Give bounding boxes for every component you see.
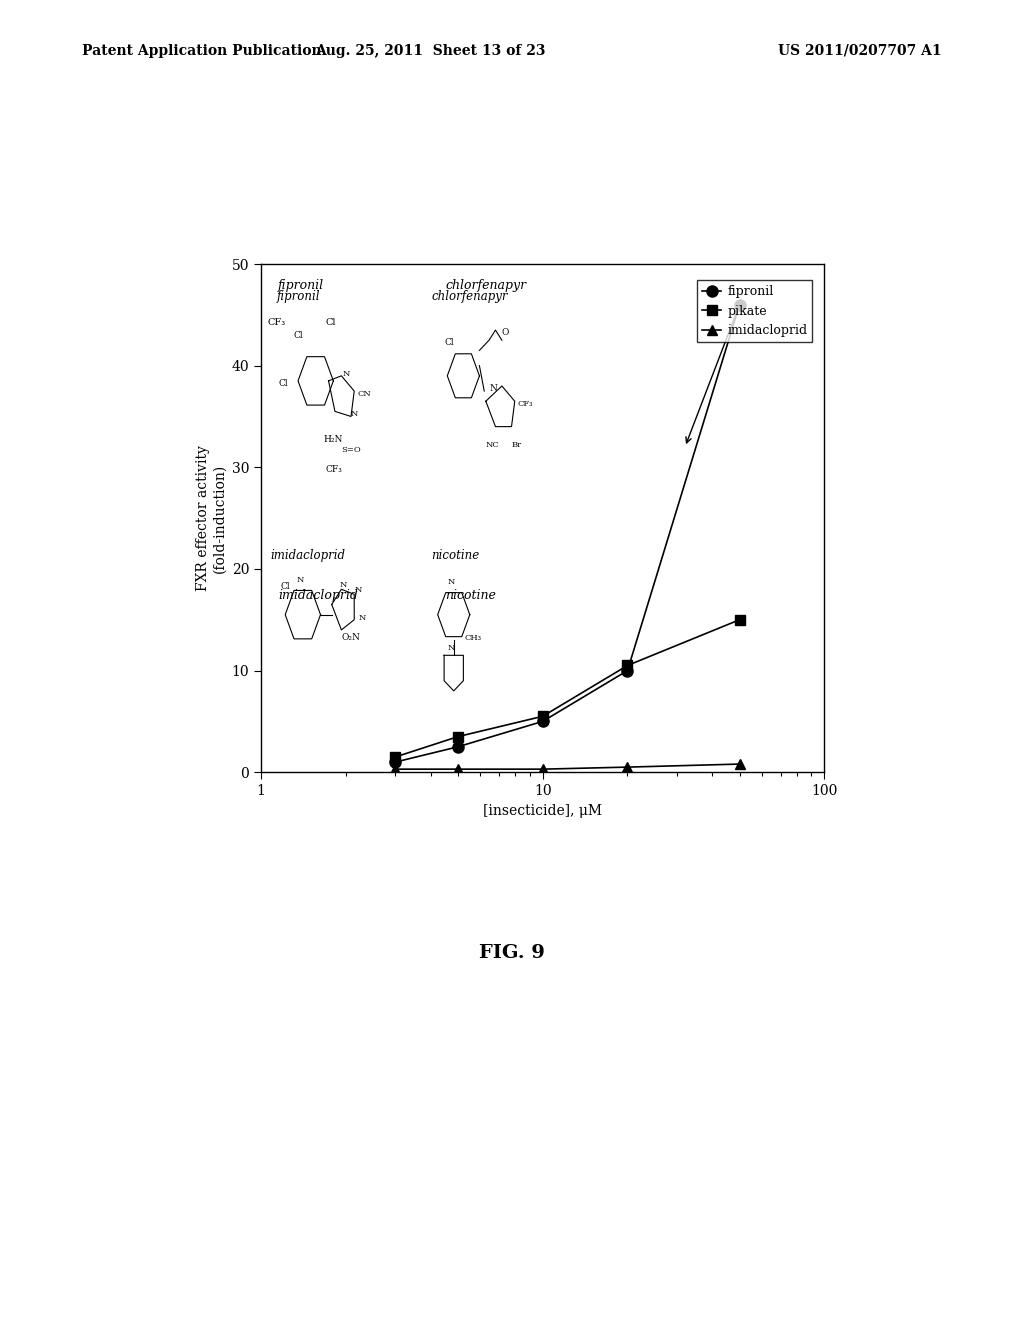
- imidacloprid: [452, 762, 464, 777]
- imidacloprid: [733, 756, 745, 772]
- Text: fipronil: fipronil: [279, 280, 325, 293]
- pikate: [452, 729, 464, 744]
- Legend: fipronil, pikate, imidacloprid: fipronil, pikate, imidacloprid: [697, 280, 812, 342]
- fipronil: [452, 739, 464, 755]
- Text: nicotine: nicotine: [445, 590, 496, 602]
- pikate: [389, 748, 401, 764]
- imidacloprid: [537, 762, 549, 777]
- fipronil: [622, 663, 634, 678]
- Text: US 2011/0207707 A1: US 2011/0207707 A1: [778, 44, 942, 58]
- Text: FIG. 9: FIG. 9: [479, 944, 545, 962]
- Text: imidacloprid: imidacloprid: [279, 590, 358, 602]
- X-axis label: [insecticide], μM: [insecticide], μM: [483, 804, 602, 817]
- pikate: [622, 657, 634, 673]
- Text: chlorfenapyr: chlorfenapyr: [445, 280, 526, 293]
- pikate: [733, 612, 745, 628]
- Line: imidacloprid: imidacloprid: [390, 759, 744, 774]
- pikate: [537, 709, 549, 725]
- fipronil: [537, 713, 549, 729]
- Line: fipronil: fipronil: [390, 300, 745, 768]
- Line: pikate: pikate: [390, 615, 744, 762]
- Text: Patent Application Publication: Patent Application Publication: [82, 44, 322, 58]
- imidacloprid: [622, 759, 634, 775]
- fipronil: [389, 754, 401, 770]
- Y-axis label: FXR effector activity
(fold-induction): FXR effector activity (fold-induction): [196, 445, 226, 591]
- Text: Aug. 25, 2011  Sheet 13 of 23: Aug. 25, 2011 Sheet 13 of 23: [314, 44, 546, 58]
- fipronil: [733, 297, 745, 313]
- imidacloprid: [389, 762, 401, 777]
